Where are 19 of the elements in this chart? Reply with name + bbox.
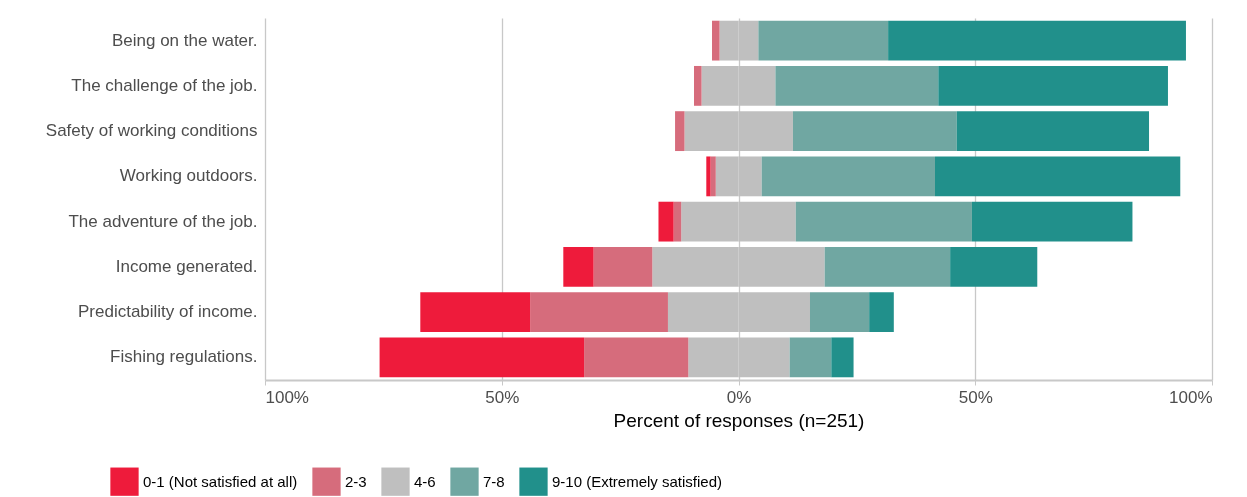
y-tick-label: Income generated.: [115, 256, 258, 276]
x-axis-title: Percent of responses (n=251): [613, 409, 865, 431]
legend-label: 7-8: [483, 472, 505, 490]
x-tick-label: 0%: [726, 387, 752, 407]
y-tick-label: Being on the water.: [111, 30, 258, 50]
y-tick-label: Fishing regulations.: [110, 347, 258, 367]
x-tick-label: 100%: [265, 387, 309, 407]
y-tick-label: Predictability of income.: [77, 302, 258, 322]
x-tick-label: 100%: [1169, 387, 1213, 407]
y-tick-label: Safety of working conditions: [45, 121, 258, 141]
x-tick-label: 50%: [958, 387, 993, 407]
legend-label: 0-1 (Not satisfied at all): [143, 472, 298, 490]
x-tick-label: 50%: [485, 387, 520, 407]
y-tick-label: The adventure of the job.: [68, 211, 258, 231]
y-tick-label: The challenge of the job.: [71, 75, 258, 95]
y-tick-label: Working outdoors.: [119, 166, 258, 186]
legend-label: 9-10 (Extremely satisfied): [552, 472, 723, 490]
legend-label: 2-3: [345, 472, 367, 490]
legend-label: 4-6: [414, 472, 436, 490]
